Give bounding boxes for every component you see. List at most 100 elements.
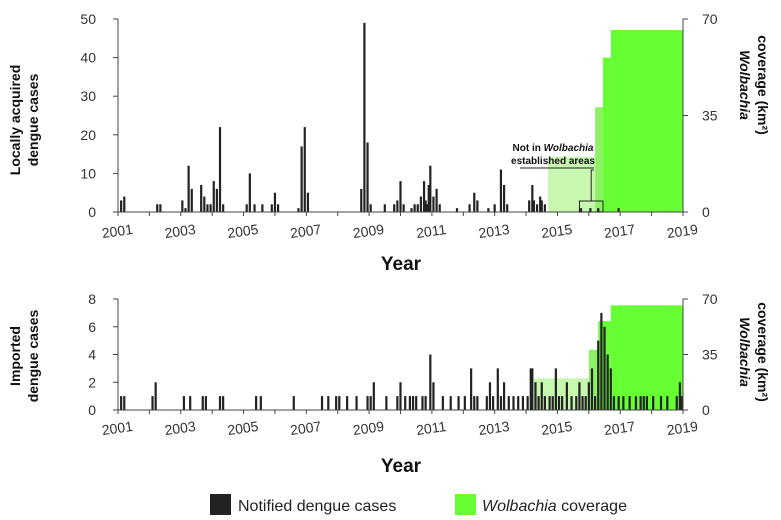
bottom-x-tick-label: 2015 <box>540 418 573 438</box>
top-case-bar <box>413 204 416 212</box>
bottom-case-bar <box>584 396 587 410</box>
bottom-x-tick-label: 2005 <box>226 418 259 438</box>
bottom-case-bar <box>457 396 460 410</box>
bottom-y2-tick-label: 35 <box>702 347 718 363</box>
bottom-case-bar <box>659 396 663 410</box>
bottom-case-bar <box>485 396 488 410</box>
panel-top-chart: Locally acquired dengue cases Wolbachia … <box>7 11 771 275</box>
top-case-bar <box>499 169 503 212</box>
top-y2label-line1: Wolbachia <box>737 50 753 120</box>
top-case-bar <box>396 200 399 212</box>
bottom-case-bar <box>120 396 123 410</box>
top-case-bar <box>276 204 280 212</box>
top-outside-case-bar <box>579 208 583 212</box>
top-case-bar <box>493 204 496 212</box>
bottom-case-bar <box>335 396 338 410</box>
top-case-bar <box>455 208 459 212</box>
bottom-case-bar <box>473 396 476 410</box>
top-case-bar <box>432 196 435 212</box>
legend-label-coverage: Wolbachia coverage <box>482 498 627 515</box>
bottom-case-bar <box>551 396 554 410</box>
bottom-x-tick-label: 2003 <box>164 418 197 438</box>
top-case-bar <box>248 173 251 212</box>
top-outside-case-bar <box>597 208 600 212</box>
annotation-line2: established areas <box>511 156 595 167</box>
bottom-case-bar <box>543 396 546 410</box>
bottom-case-bar <box>499 396 503 410</box>
top-y2label-line2: coverage (km²) <box>755 35 771 135</box>
legend-swatch-coverage <box>455 494 476 515</box>
bottom-y2label-line2: coverage (km²) <box>755 302 771 402</box>
bottom-case-bar <box>411 396 415 410</box>
top-case-bar <box>427 184 430 212</box>
bottom-case-bar <box>537 396 540 410</box>
bottom-case-bar <box>548 396 551 410</box>
bottom-case-bar <box>488 382 492 410</box>
bottom-case-bar <box>123 396 126 410</box>
bottom-ylabel-line1: Imported <box>7 326 23 386</box>
bottom-case-bar <box>429 354 432 410</box>
top-y-tick-label: 40 <box>80 50 96 66</box>
top-case-bar <box>540 200 543 212</box>
bottom-case-bar <box>502 382 506 410</box>
bottom-case-bar <box>338 396 341 410</box>
panel-bottom-chart: Imported dengue cases Wolbachia coverage… <box>7 291 771 477</box>
bottom-ylabel-line2: dengue cases <box>25 309 41 402</box>
top-case-bar <box>410 208 413 212</box>
top-case-bar <box>187 165 190 212</box>
annotation-leader-line <box>590 169 594 201</box>
bottom-case-bar <box>476 396 479 410</box>
top-case-bar <box>531 184 534 212</box>
bottom-x-tick-label: 2013 <box>477 418 510 438</box>
top-case-bar <box>426 204 429 212</box>
bottom-case-bar <box>587 382 590 410</box>
bottom-case-bar <box>603 326 606 410</box>
bottom-case-bar <box>609 368 612 410</box>
top-case-bar <box>468 204 471 212</box>
bottom-case-bar <box>463 396 466 410</box>
bottom-case-bar <box>581 396 584 410</box>
top-case-bar <box>184 208 187 212</box>
bottom-case-bar <box>346 396 349 410</box>
top-case-bar <box>506 204 509 212</box>
legend-label-cases: Notified dengue cases <box>238 498 396 515</box>
top-case-bar <box>487 208 490 212</box>
bottom-case-bar <box>292 396 295 410</box>
top-case-bar <box>206 204 209 212</box>
top-x-tick-label: 2007 <box>289 221 322 241</box>
bottom-case-bar <box>320 396 324 410</box>
top-case-bar <box>209 204 212 212</box>
top-case-bar <box>429 165 432 212</box>
top-case-bar <box>363 22 366 212</box>
top-coverage-step-3 <box>610 30 683 213</box>
outside-areas-annotation: Not in Wolbachia established areas <box>511 143 604 213</box>
top-case-bar <box>383 204 386 212</box>
top-case-bar <box>435 188 438 212</box>
top-case-bar <box>422 181 426 212</box>
top-case-bar <box>212 181 215 212</box>
top-x-tick-label: 2005 <box>226 221 259 241</box>
bottom-x-tick-label: 2007 <box>289 418 322 438</box>
top-case-bar <box>306 192 310 212</box>
top-y-tick-label: 20 <box>80 127 96 143</box>
bottom-case-bar <box>424 396 427 410</box>
top-y2-tick-label: 35 <box>702 108 718 124</box>
bottom-case-bar <box>578 382 581 410</box>
top-case-bar <box>393 204 396 212</box>
top-x-tick-label: 2019 <box>666 221 699 241</box>
top-case-bar <box>159 204 162 212</box>
bottom-xlabel: Year <box>381 456 422 477</box>
bottom-case-bar <box>151 396 154 410</box>
top-case-bar <box>123 196 126 212</box>
bottom-case-bar <box>617 396 620 410</box>
top-case-bar <box>419 196 423 212</box>
top-case-bar <box>222 204 225 212</box>
bottom-x-tick-label: 2001 <box>101 418 134 438</box>
annotation-line1: Not in Wolbachia <box>513 143 594 154</box>
top-x-tick-label: 2009 <box>352 221 385 241</box>
top-case-bar <box>543 204 546 212</box>
bottom-coverage-step-3 <box>610 305 683 410</box>
bottom-case-bar <box>421 396 424 410</box>
bottom-case-bar <box>570 396 573 410</box>
bottom-case-bar <box>496 368 499 410</box>
